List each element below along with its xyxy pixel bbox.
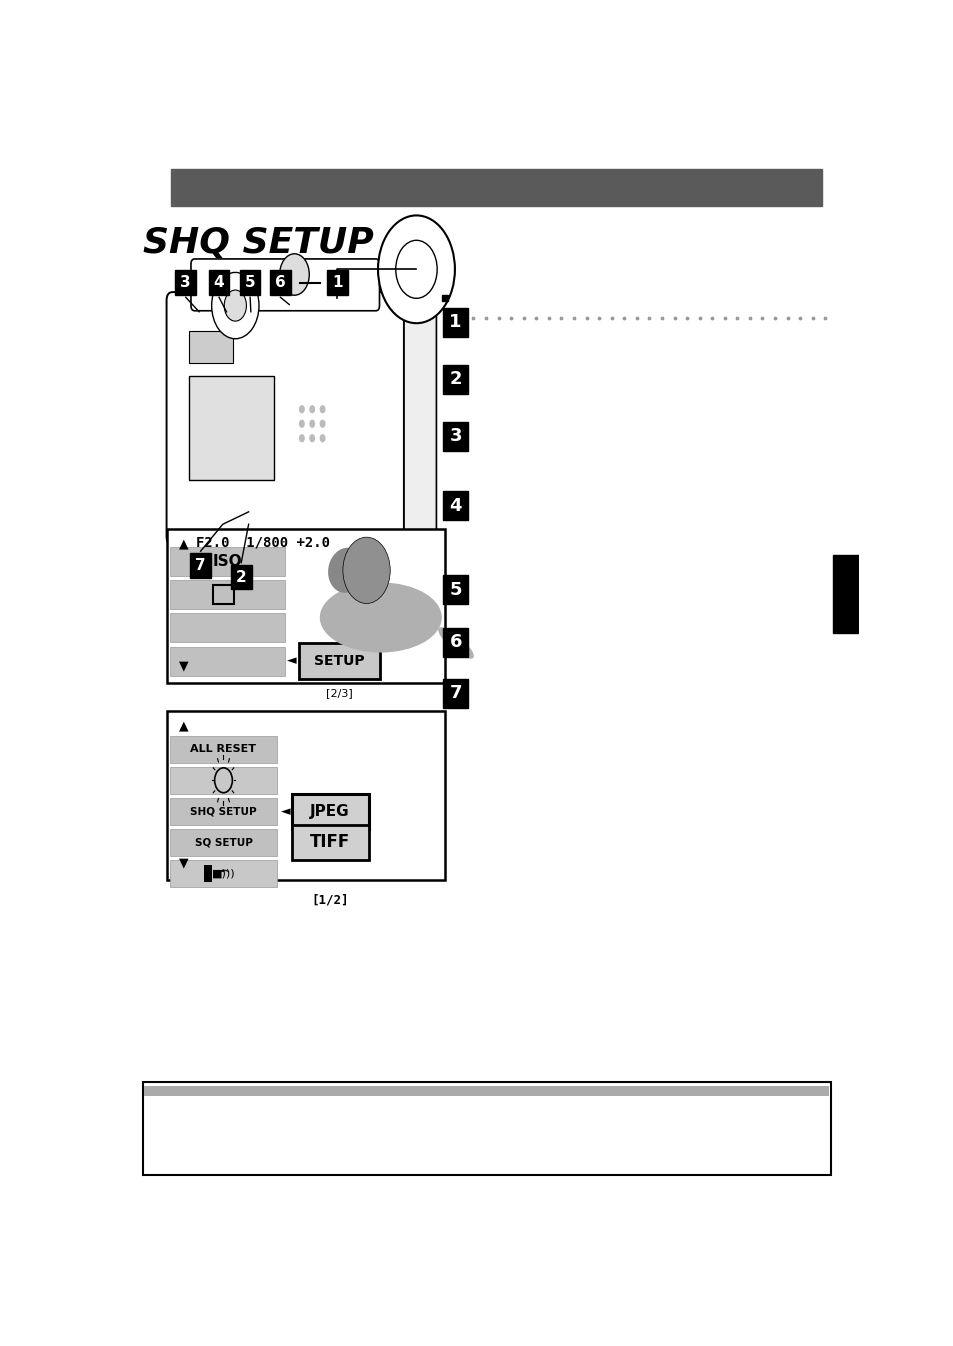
Bar: [190, 553, 211, 577]
Circle shape: [298, 420, 305, 428]
Text: 7: 7: [195, 559, 206, 573]
Bar: [170, 860, 277, 887]
Bar: [189, 376, 274, 479]
Text: 6: 6: [274, 276, 286, 291]
Bar: [409, 281, 423, 303]
Bar: [170, 829, 277, 856]
Text: 1: 1: [449, 314, 461, 331]
Bar: [298, 643, 380, 678]
Text: 2: 2: [235, 569, 247, 584]
Bar: [170, 736, 277, 763]
Circle shape: [224, 289, 246, 322]
Text: SETUP: SETUP: [314, 654, 364, 668]
Ellipse shape: [319, 583, 441, 653]
Text: ▼: ▼: [178, 660, 188, 673]
Bar: [167, 529, 444, 682]
Text: [2/3]: [2/3]: [326, 688, 353, 699]
Bar: [327, 271, 347, 295]
Circle shape: [319, 405, 325, 413]
Text: ◄: ◄: [287, 654, 296, 668]
Circle shape: [279, 254, 309, 295]
FancyBboxPatch shape: [375, 299, 436, 544]
Text: TIFF: TIFF: [310, 833, 350, 852]
Bar: [170, 546, 285, 576]
Text: ALL RESET: ALL RESET: [191, 744, 256, 754]
Text: 5: 5: [449, 580, 461, 599]
Circle shape: [309, 435, 314, 443]
Circle shape: [298, 435, 305, 443]
Bar: [443, 491, 467, 520]
FancyBboxPatch shape: [167, 292, 403, 545]
Bar: [170, 614, 285, 642]
Text: 4: 4: [449, 497, 461, 514]
Bar: [170, 580, 285, 610]
Bar: [443, 421, 467, 451]
Bar: [443, 575, 467, 604]
Circle shape: [342, 537, 390, 603]
Text: 3: 3: [180, 276, 191, 291]
Text: 4: 4: [213, 276, 224, 291]
FancyBboxPatch shape: [191, 258, 379, 311]
Text: SQ SETUP: SQ SETUP: [194, 837, 253, 848]
Text: F2.0  1/800 +2.0: F2.0 1/800 +2.0: [196, 536, 330, 549]
Text: ISO: ISO: [213, 555, 242, 569]
Bar: [270, 271, 291, 295]
Bar: [143, 1082, 830, 1175]
Text: 5: 5: [245, 276, 255, 291]
Ellipse shape: [437, 627, 474, 658]
Circle shape: [319, 420, 325, 428]
Bar: [209, 271, 229, 295]
Bar: [443, 308, 467, 336]
Circle shape: [309, 405, 314, 413]
Bar: [239, 271, 260, 295]
Text: SHQ SETUP: SHQ SETUP: [143, 226, 374, 260]
Bar: [443, 678, 467, 708]
Bar: [832, 556, 858, 633]
Bar: [170, 798, 277, 825]
Text: ▲: ▲: [178, 719, 188, 732]
Circle shape: [309, 420, 314, 428]
Text: 2: 2: [449, 370, 461, 388]
Bar: [292, 794, 369, 829]
Text: ▲: ▲: [178, 538, 188, 551]
Circle shape: [212, 272, 258, 339]
Bar: [189, 331, 233, 362]
Text: ▼: ▼: [178, 856, 188, 870]
Bar: [292, 825, 369, 860]
Text: 7: 7: [449, 684, 461, 703]
Bar: [231, 565, 252, 590]
Bar: [170, 646, 285, 676]
Circle shape: [377, 215, 455, 323]
Text: 1: 1: [332, 276, 342, 291]
Bar: [443, 365, 467, 393]
Text: [1/2]: [1/2]: [311, 894, 349, 906]
Circle shape: [298, 405, 305, 413]
Text: ◄: ◄: [280, 805, 290, 818]
Ellipse shape: [328, 548, 364, 592]
Bar: [170, 767, 277, 794]
Bar: [144, 1086, 828, 1097]
Bar: [171, 168, 821, 206]
Circle shape: [319, 435, 325, 443]
Bar: [175, 271, 196, 295]
Bar: [443, 627, 467, 657]
Bar: [167, 711, 444, 880]
Text: 6: 6: [449, 634, 461, 651]
Circle shape: [395, 241, 436, 299]
Text: JPEG: JPEG: [310, 804, 350, 818]
Text: ■))): ■))): [212, 868, 235, 879]
Text: 3: 3: [449, 427, 461, 446]
Text: SHQ SETUP: SHQ SETUP: [190, 806, 256, 817]
Bar: [213, 586, 233, 604]
Bar: [204, 865, 212, 882]
